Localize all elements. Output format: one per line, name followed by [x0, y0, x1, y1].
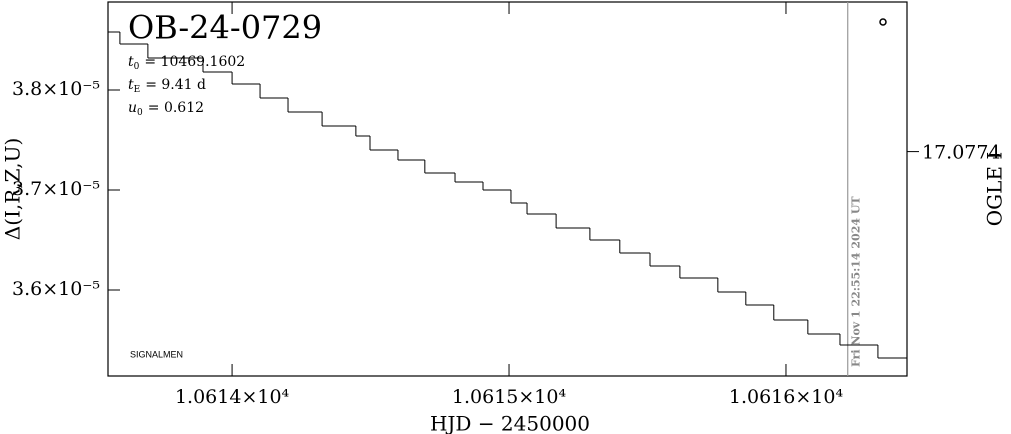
- parameter: tE = 9.41 d: [128, 77, 206, 95]
- y2-axis-label: OGLE I: [983, 152, 1007, 227]
- parameter-symbol: t: [128, 77, 134, 93]
- x-tick-label: 1.0614×10⁴: [175, 386, 290, 408]
- parameter-subscript: 0: [134, 62, 140, 72]
- y-tick-label: 3.6×10⁻⁵: [12, 278, 100, 300]
- x-tick-label: 1.0615×10⁴: [452, 386, 567, 408]
- parameter-symbol: t: [128, 54, 134, 70]
- x-tick-label: 1.0616×10⁴: [729, 386, 844, 408]
- parameter: t0 = 10469.1602: [128, 54, 245, 72]
- credit: SIGNALMEN: [130, 349, 183, 359]
- parameter-symbol: u: [128, 100, 137, 116]
- y-tick-label: 3.7×10⁻⁵: [12, 178, 100, 200]
- x-axis-label: HJD − 2450000: [430, 412, 590, 434]
- y2-tick-label: 17.0774: [922, 142, 1001, 164]
- symbol: [879, 18, 887, 26]
- parameter-subscript: 0: [137, 108, 143, 118]
- parameter-value: = 9.41 d: [145, 77, 206, 93]
- parameter: u0 = 0.612: [128, 100, 204, 118]
- parameter-value: = 10469.1602: [144, 54, 245, 70]
- y-axis-label: Δ(I,R,Z,U): [1, 138, 25, 240]
- y-tick-label: 3.8×10⁻⁵: [12, 78, 100, 100]
- chart-title: OB-24-0729: [128, 9, 322, 47]
- parameter-subscript: E: [134, 85, 141, 95]
- plot-frame: [107, 1, 908, 377]
- now-label: Fri Nov 1 22:55:14 2024 UT: [850, 196, 863, 367]
- parameter-value: = 0.612: [148, 100, 204, 116]
